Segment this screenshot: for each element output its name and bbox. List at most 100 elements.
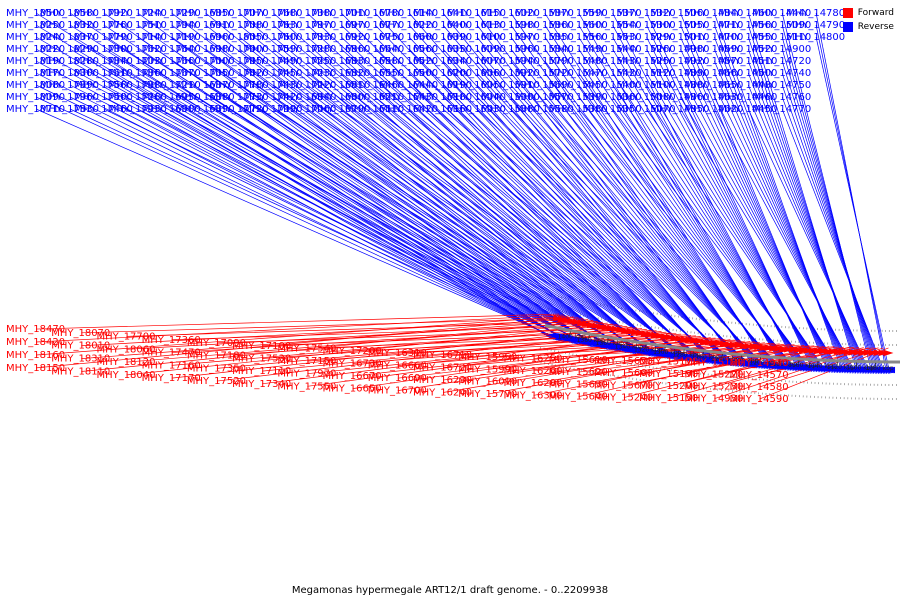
gene-label[interactable]: MHY_15990	[458, 364, 517, 375]
gene-label[interactable]: MHY_17370	[277, 20, 336, 31]
gene-label[interactable]: MHY_14900	[752, 44, 811, 55]
gene-label[interactable]: MHY_18500	[6, 8, 65, 19]
gene-label[interactable]: MHY_14630	[684, 92, 743, 103]
gene-label[interactable]: MHY_14750	[752, 80, 811, 91]
gene-label[interactable]: MHY_15090	[752, 20, 811, 31]
gene-label[interactable]: MHY_16420	[379, 104, 438, 115]
gene-label[interactable]: MHY_16160	[413, 104, 472, 115]
gene-label[interactable]: MHY_15770	[458, 389, 517, 400]
gene-label[interactable]: MHY_15300	[617, 20, 676, 31]
gene-label[interactable]: MHY_17490	[243, 56, 302, 67]
gene-label[interactable]: MHY_16280	[503, 378, 562, 389]
gene-label[interactable]: MHY_16720	[413, 363, 472, 374]
gene-label[interactable]: MHY_16410	[413, 8, 472, 19]
gene-label[interactable]: MHY_17280	[277, 44, 336, 55]
gene-label[interactable]: MHY_17180	[187, 351, 246, 362]
gene-label[interactable]: MHY_15900	[481, 92, 540, 103]
gene-label[interactable]: MHY_17100	[232, 341, 291, 352]
gene-label[interactable]: MHY_17260	[108, 92, 167, 103]
gene-label[interactable]: MHY_15230	[684, 382, 743, 393]
gene-label[interactable]: MHY_15400	[583, 80, 642, 91]
gene-label[interactable]: MHY_16300	[503, 390, 562, 401]
gene-label[interactable]: MHY_15950	[458, 352, 517, 363]
gene-label[interactable]: MHY_16860	[311, 44, 370, 55]
gene-label[interactable]: MHY_18300	[40, 68, 99, 79]
gene-label[interactable]: MHY_16220	[379, 20, 438, 31]
gene-label[interactable]: MHY_17290	[142, 8, 201, 19]
gene-label[interactable]: MHY_15290	[617, 32, 676, 43]
gene-label[interactable]: MHY_15220	[684, 370, 743, 381]
gene-label[interactable]: MHY_15650	[594, 356, 653, 367]
gene-label[interactable]: MHY_17720	[210, 104, 269, 115]
gene-label[interactable]: MHY_15180	[684, 357, 743, 368]
gene-label[interactable]: MHY_15980	[481, 20, 540, 31]
gene-label[interactable]: MHY_15380	[549, 104, 608, 115]
gene-label[interactable]: MHY_16700	[368, 386, 427, 397]
gene-label[interactable]: MHY_16750	[345, 32, 404, 43]
gene-label[interactable]: MHY_17600	[243, 32, 302, 43]
gene-label[interactable]: MHY_16230	[413, 375, 472, 386]
gene-label[interactable]: MHY_18080	[6, 80, 65, 91]
gene-label[interactable]: MHY_14740	[752, 68, 811, 79]
gene-label[interactable]: MHY_18040	[96, 370, 155, 381]
gene-label[interactable]: MHY_16180	[413, 92, 472, 103]
gene-label[interactable]: MHY_18280	[40, 56, 99, 67]
gene-label[interactable]: MHY_17970	[277, 369, 336, 380]
gene-label[interactable]: MHY_15600	[549, 20, 608, 31]
gene-label[interactable]: MHY_15250	[617, 56, 676, 67]
gene-label[interactable]: MHY_17610	[74, 68, 133, 79]
gene-label[interactable]: MHY_14840	[684, 8, 743, 19]
gene-label[interactable]: MHY_15720	[515, 68, 574, 79]
gene-label[interactable]: MHY_18370	[40, 32, 99, 43]
gene-label[interactable]: MHY_15450	[549, 80, 608, 91]
gene-label[interactable]: MHY_16520	[379, 56, 438, 67]
gene-label[interactable]: MHY_15840	[515, 44, 574, 55]
gene-label[interactable]: MHY_16210	[345, 92, 404, 103]
gene-label[interactable]: MHY_17230	[277, 68, 336, 79]
gene-label[interactable]: MHY_16870	[176, 80, 235, 91]
gene-label[interactable]: MHY_17430	[243, 80, 302, 91]
gene-label[interactable]: MHY_18580	[40, 8, 99, 19]
gene-label[interactable]: MHY_18710	[6, 104, 65, 115]
gene-label[interactable]: MHY_18010	[51, 341, 110, 352]
gene-label[interactable]: MHY_16780	[345, 8, 404, 19]
gene-label[interactable]: MHY_17060	[277, 104, 336, 115]
gene-label[interactable]: MHY_18050	[210, 32, 269, 43]
gene-label[interactable]: MHY_18240	[6, 32, 65, 43]
gene-label[interactable]: MHY_15970	[481, 32, 540, 43]
gene-label[interactable]: MHY_16950	[142, 92, 201, 103]
gene-label[interactable]: MHY_14690	[684, 44, 743, 55]
gene-label[interactable]: MHY_15920	[481, 68, 540, 79]
gene-label[interactable]: MHY_18090	[6, 92, 65, 103]
gene-label[interactable]: MHY_15050	[650, 20, 709, 31]
gene-label[interactable]: MHY_16710	[413, 350, 472, 361]
gene-label[interactable]: MHY_16100	[447, 32, 506, 43]
gene-label[interactable]: MHY_14510	[718, 56, 777, 67]
gene-label[interactable]: MHY_15370	[583, 8, 642, 19]
gene-label[interactable]: MHY_15640	[549, 392, 608, 403]
gene-label[interactable]: MHY_14580	[730, 382, 789, 393]
gene-label[interactable]: MHY_17050	[176, 68, 235, 79]
gene-label[interactable]: MHY_16110	[345, 104, 404, 115]
gene-label[interactable]: MHY_16580	[345, 56, 404, 67]
gene-label[interactable]: MHY_15070	[617, 104, 676, 115]
gene-label[interactable]: MHY_15610	[549, 355, 608, 366]
gene-label[interactable]: MHY_17730	[210, 92, 269, 103]
gene-label[interactable]: MHY_17590	[243, 44, 302, 55]
gene-label[interactable]: MHY_15470	[549, 68, 608, 79]
gene-label[interactable]: MHY_15170	[639, 357, 698, 368]
gene-label[interactable]: MHY_17390	[243, 104, 302, 115]
gene-label[interactable]: MHY_17940	[142, 20, 201, 31]
gene-label[interactable]: MHY_15360	[583, 92, 642, 103]
gene-label[interactable]: MHY_15960	[481, 44, 540, 55]
gene-label[interactable]: MHY_17640	[142, 44, 201, 55]
gene-label[interactable]: MHY_15060	[650, 8, 709, 19]
gene-label[interactable]: MHY_16980	[176, 44, 235, 55]
gene-label[interactable]: MHY_17790	[74, 32, 133, 43]
gene-label[interactable]: MHY_15660	[594, 368, 653, 379]
gene-label[interactable]: MHY_15200	[639, 381, 698, 392]
gene-label[interactable]: MHY_14670	[684, 56, 743, 67]
gene-label[interactable]: MHY_16970	[311, 20, 370, 31]
gene-label[interactable]: MHY_16830	[311, 56, 370, 67]
gene-label[interactable]: MHY_17210	[142, 80, 201, 91]
